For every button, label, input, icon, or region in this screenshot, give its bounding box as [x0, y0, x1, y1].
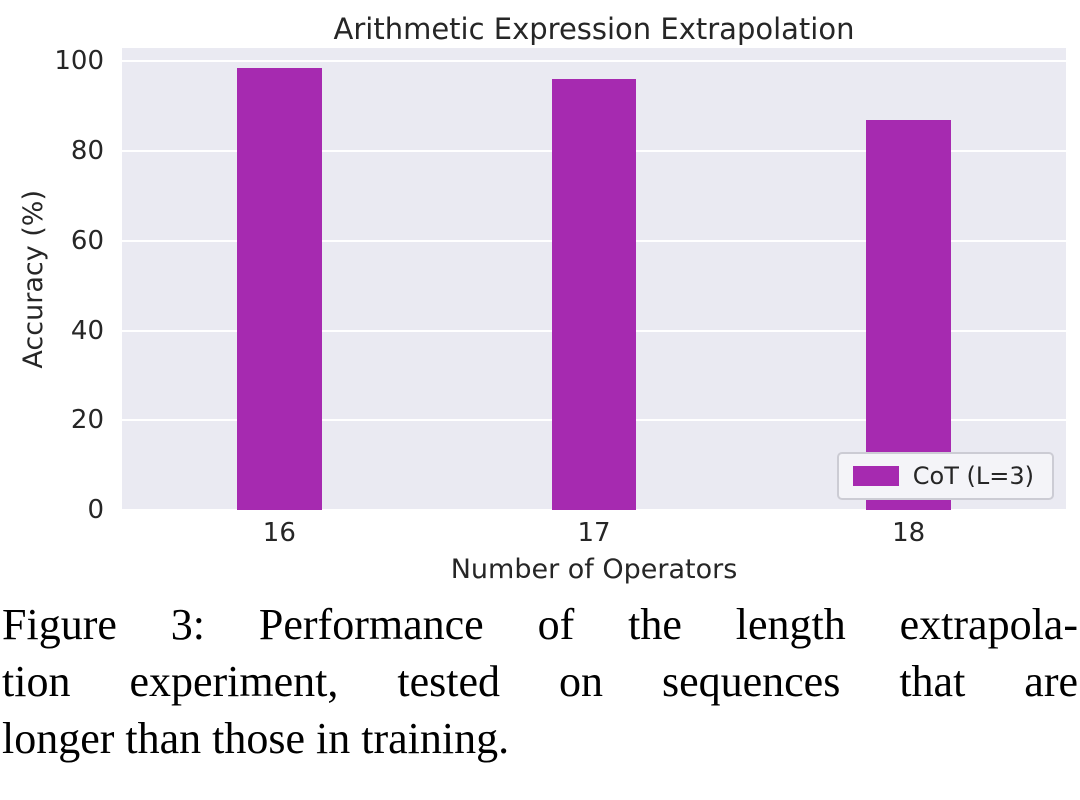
x-tick-labels: 16 17 18: [122, 518, 1066, 550]
y-tick-label: 20: [70, 405, 104, 436]
caption-line: tion experiment, tested on sequences tha…: [2, 657, 1078, 707]
caption-line: Figure 3: Performance of the length extr…: [2, 600, 1078, 649]
x-tick-label: 18: [892, 518, 926, 548]
plot-area: CoT (L=3): [122, 48, 1066, 511]
y-tick-label: 60: [70, 225, 104, 256]
x-axis-label: Number of Operators: [450, 554, 738, 585]
legend-label: CoT (L=3): [912, 462, 1034, 490]
y-tick-label: 100: [54, 46, 104, 77]
caption-line: longer than those in training.: [2, 714, 510, 764]
x-tick-label: 17: [577, 518, 611, 548]
y-tick-label: 40: [70, 315, 104, 346]
x-tick-label: 16: [262, 518, 296, 548]
gridline-0: [122, 509, 1066, 511]
gridline-100: [122, 60, 1066, 63]
bar-18: [866, 119, 952, 510]
y-tick-label: 80: [70, 136, 104, 167]
bar-17: [551, 79, 637, 510]
y-tick-label: 0: [87, 495, 104, 525]
legend: CoT (L=3): [836, 452, 1054, 500]
figure-caption: Figure 3: Performance of the length extr…: [2, 596, 1078, 768]
legend-swatch: [852, 466, 899, 486]
y-tick-labels: 0 20 40 60 80 100: [0, 46, 112, 525]
bar-16: [236, 68, 322, 510]
chart-title: Arithmetic Expression Extrapolation: [333, 12, 855, 46]
